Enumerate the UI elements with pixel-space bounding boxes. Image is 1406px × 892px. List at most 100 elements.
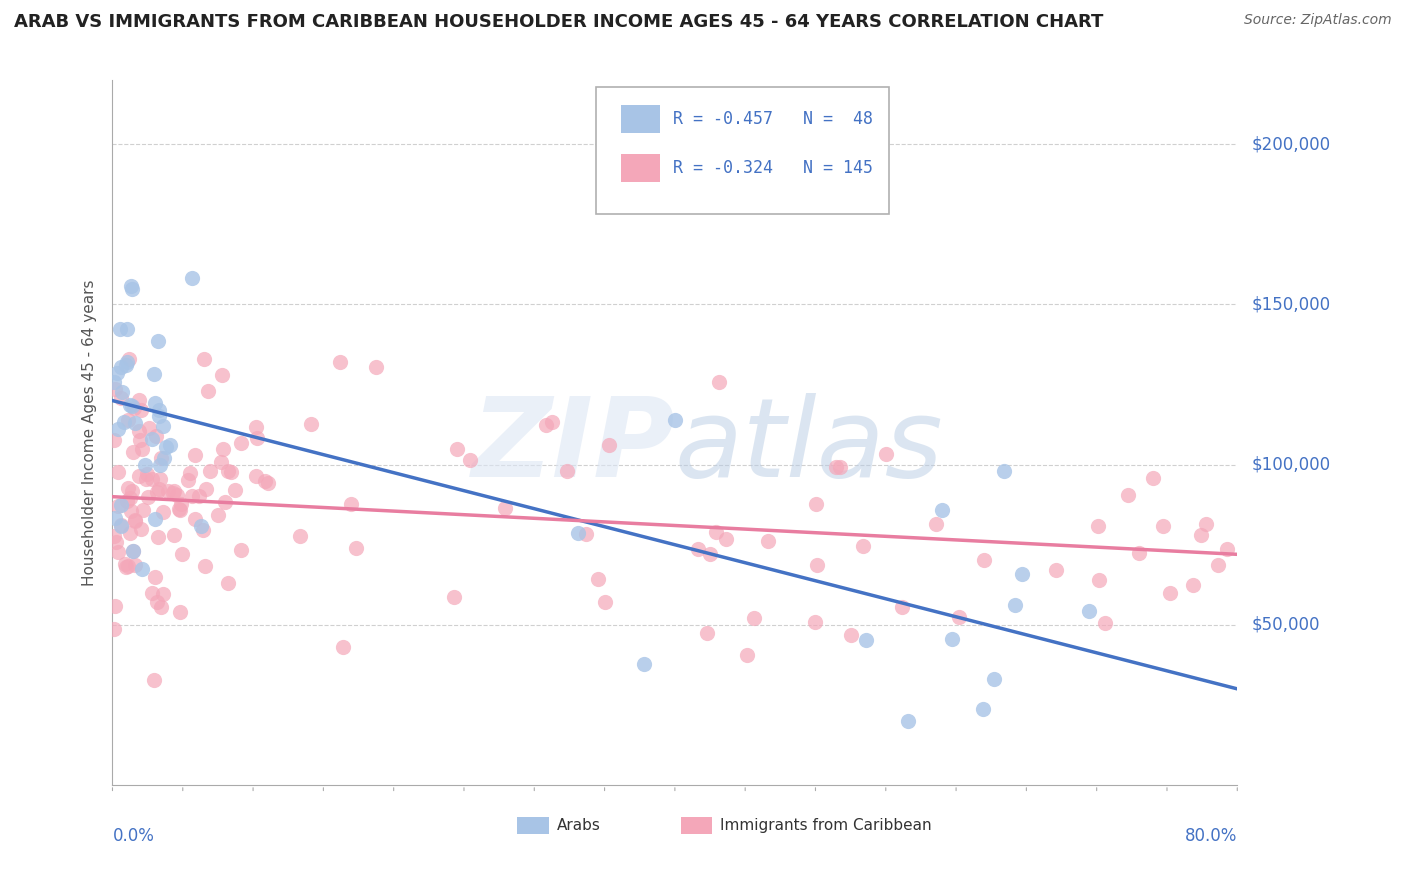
- Point: [121, 399, 143, 413]
- Point: [828, 460, 851, 475]
- Point: [117, 413, 139, 427]
- Point: [709, 375, 731, 389]
- Point: [253, 474, 276, 488]
- Point: [103, 434, 125, 448]
- Point: [364, 359, 387, 374]
- Point: [696, 626, 718, 640]
- Point: [117, 322, 139, 336]
- Point: [973, 552, 995, 566]
- Point: [128, 469, 150, 483]
- Point: [972, 701, 994, 715]
- Point: [983, 673, 1005, 687]
- Point: [124, 515, 146, 529]
- Point: [153, 450, 176, 465]
- Point: [1004, 598, 1026, 612]
- Point: [129, 403, 152, 417]
- Point: [132, 503, 155, 517]
- Point: [1191, 528, 1213, 542]
- Point: [1088, 573, 1111, 587]
- Point: [1094, 615, 1116, 630]
- Point: [191, 523, 214, 537]
- Point: [209, 455, 232, 469]
- Point: [172, 547, 194, 561]
- Point: [194, 482, 217, 496]
- Point: [633, 657, 655, 671]
- Point: [1142, 471, 1164, 485]
- Point: [136, 467, 159, 481]
- Text: 0.0%: 0.0%: [112, 827, 155, 846]
- Text: R = -0.324   N = 145: R = -0.324 N = 145: [672, 160, 873, 178]
- Point: [120, 279, 142, 293]
- Point: [855, 633, 877, 648]
- Point: [135, 472, 157, 486]
- Point: [246, 431, 269, 445]
- Point: [197, 384, 219, 398]
- Point: [110, 519, 132, 533]
- Point: [104, 510, 127, 524]
- Point: [288, 529, 311, 543]
- Point: [131, 522, 153, 536]
- Point: [541, 415, 564, 429]
- Point: [141, 472, 163, 486]
- Point: [163, 528, 186, 542]
- Point: [839, 628, 862, 642]
- Point: [170, 497, 193, 511]
- Point: [1128, 546, 1150, 560]
- Point: [891, 599, 914, 614]
- FancyBboxPatch shape: [517, 817, 548, 834]
- Point: [115, 494, 138, 508]
- Y-axis label: Householder Income Ages 45 - 64 years: Householder Income Ages 45 - 64 years: [82, 279, 97, 586]
- Point: [163, 484, 186, 499]
- Point: [688, 542, 710, 557]
- Point: [329, 354, 352, 368]
- Text: Arabs: Arabs: [557, 818, 600, 832]
- Point: [152, 505, 174, 519]
- Point: [179, 467, 201, 481]
- Point: [925, 517, 948, 532]
- Point: [128, 392, 150, 407]
- Point: [143, 395, 166, 409]
- Point: [181, 271, 204, 285]
- Point: [149, 472, 172, 486]
- Point: [103, 382, 125, 396]
- Point: [494, 500, 516, 515]
- Point: [299, 417, 322, 431]
- Point: [184, 511, 207, 525]
- Text: Immigrants from Caribbean: Immigrants from Caribbean: [720, 818, 932, 832]
- Point: [1045, 563, 1067, 577]
- Point: [134, 458, 156, 472]
- Point: [219, 465, 242, 479]
- Point: [115, 355, 138, 369]
- Point: [152, 587, 174, 601]
- Point: [145, 570, 167, 584]
- Point: [1078, 604, 1101, 618]
- Point: [169, 606, 191, 620]
- Point: [699, 547, 721, 561]
- Point: [143, 512, 166, 526]
- Point: [150, 599, 173, 614]
- Point: [181, 490, 204, 504]
- Point: [704, 524, 727, 539]
- Point: [804, 615, 827, 630]
- Text: 80.0%: 80.0%: [1185, 827, 1237, 846]
- Point: [567, 525, 589, 540]
- Point: [155, 440, 177, 454]
- Point: [1118, 488, 1140, 502]
- Point: [931, 503, 953, 517]
- Point: [229, 435, 252, 450]
- Point: [177, 473, 200, 487]
- Point: [245, 469, 267, 483]
- Point: [124, 558, 146, 572]
- Point: [128, 424, 150, 438]
- Point: [145, 429, 167, 443]
- Point: [124, 401, 146, 416]
- Point: [217, 464, 239, 478]
- Point: [122, 544, 145, 558]
- Point: [948, 610, 970, 624]
- Point: [118, 351, 141, 366]
- Point: [141, 432, 163, 446]
- Text: $100,000: $100,000: [1251, 456, 1330, 474]
- Point: [224, 483, 246, 497]
- Point: [103, 528, 125, 542]
- Text: ARAB VS IMMIGRANTS FROM CARIBBEAN HOUSEHOLDER INCOME AGES 45 - 64 YEARS CORRELAT: ARAB VS IMMIGRANTS FROM CARIBBEAN HOUSEH…: [14, 13, 1104, 31]
